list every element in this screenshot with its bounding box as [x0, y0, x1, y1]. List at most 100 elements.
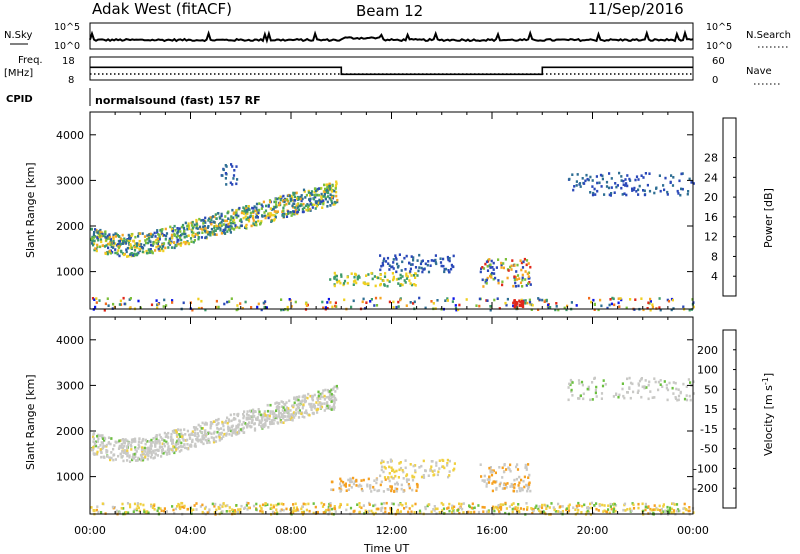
- x-tick-label: 00:00: [74, 524, 106, 537]
- echo-cell: [166, 449, 169, 452]
- echo-cell: [356, 275, 359, 279]
- echo-cell: [313, 404, 316, 408]
- echo-cell: [278, 203, 281, 207]
- echo-cell: [112, 302, 115, 306]
- echo-cell: [360, 484, 363, 488]
- echo-cell: [514, 301, 518, 304]
- echo-cell: [516, 263, 519, 267]
- echo-cell: [521, 273, 524, 277]
- echo-cell: [304, 396, 307, 399]
- echo-cell: [175, 433, 178, 437]
- echo-cell: [286, 198, 289, 202]
- echo-cell: [304, 196, 307, 199]
- echo-cell: [370, 271, 373, 275]
- echo-cell: [199, 429, 202, 433]
- echo-cell: [478, 297, 481, 301]
- echo-cell: [680, 187, 683, 191]
- echo-cell: [99, 448, 102, 451]
- velocity-ylabel: Slant Range [km]: [24, 374, 37, 470]
- echo-cell: [567, 386, 570, 389]
- echo-cell: [298, 395, 301, 398]
- echo-cell: [401, 503, 404, 507]
- echo-cell: [274, 206, 277, 209]
- echo-cell: [217, 417, 220, 421]
- echo-cell: [231, 221, 235, 225]
- echo-cell: [255, 223, 258, 227]
- echo-cell: [591, 381, 594, 384]
- echo-cell: [240, 211, 243, 215]
- echo-cell: [288, 211, 291, 215]
- echo-cell: [374, 511, 377, 515]
- echo-cell: [114, 248, 117, 251]
- echo-cell: [241, 423, 244, 426]
- echo-cell: [141, 250, 144, 254]
- echo-cell: [450, 263, 453, 267]
- echo-cell: [160, 230, 163, 233]
- echo-cell: [494, 481, 497, 484]
- echo-cell: [278, 412, 281, 415]
- echo-cell: [369, 487, 372, 490]
- echo-cell: [450, 267, 453, 271]
- echo-cell: [212, 420, 215, 423]
- echo-cell: [219, 427, 223, 430]
- echo-cell: [288, 202, 291, 205]
- echo-cell: [372, 485, 375, 489]
- echo-cell: [485, 482, 488, 485]
- echo-cell: [282, 214, 285, 217]
- echo-cell: [561, 505, 564, 508]
- echo-cell: [105, 238, 108, 242]
- echo-cell: [407, 483, 410, 486]
- echo-cell: [555, 302, 558, 305]
- echo-cell: [237, 508, 240, 511]
- echo-cell: [389, 506, 392, 510]
- echo-cell: [480, 475, 483, 478]
- echo-cell: [663, 188, 666, 192]
- echo-cell: [181, 505, 184, 509]
- echo-cell: [227, 426, 231, 430]
- echo-cell: [321, 505, 325, 508]
- echo-cell: [253, 205, 256, 208]
- echo-cell: [404, 268, 407, 271]
- echo-cell: [514, 507, 517, 511]
- echo-cell: [253, 422, 256, 426]
- echo-cell: [672, 502, 675, 505]
- echo-cell: [444, 299, 447, 302]
- echo-cell: [110, 245, 113, 249]
- echo-cell: [136, 244, 139, 248]
- echo-cell: [165, 433, 168, 436]
- echo-cell: [421, 270, 424, 274]
- echo-cell: [165, 232, 169, 235]
- echo-cell: [200, 306, 203, 310]
- echo-cell: [309, 203, 312, 206]
- x-tick-label: 20:00: [577, 524, 609, 537]
- echo-cell: [593, 187, 596, 191]
- echo-cell: [685, 394, 688, 397]
- echo-cell: [335, 180, 338, 184]
- echo-cell: [328, 506, 332, 510]
- echo-cell: [489, 308, 492, 312]
- echo-cell: [607, 508, 610, 511]
- echo-cell: [430, 510, 433, 514]
- echo-cell: [374, 503, 377, 507]
- echo-cell: [452, 265, 455, 269]
- echo-cell: [94, 452, 97, 456]
- echo-cell: [196, 432, 199, 435]
- echo-cell: [154, 452, 157, 455]
- echo-cell: [573, 185, 576, 188]
- echo-cell: [213, 511, 216, 514]
- echo-cell: [595, 175, 598, 178]
- echo-cell: [676, 509, 679, 513]
- echo-cell: [303, 398, 306, 401]
- echo-cell: [352, 283, 355, 286]
- echo-cell: [171, 229, 174, 233]
- echo-cell: [226, 300, 229, 304]
- echo-cell: [316, 399, 319, 402]
- echo-cell: [206, 230, 209, 234]
- echo-cell: [633, 308, 636, 311]
- echo-cell: [458, 512, 461, 515]
- echo-cell: [384, 260, 388, 263]
- echo-cell: [671, 386, 674, 390]
- echo-cell: [328, 502, 331, 506]
- echo-cell: [324, 306, 327, 309]
- echo-cell: [231, 165, 234, 168]
